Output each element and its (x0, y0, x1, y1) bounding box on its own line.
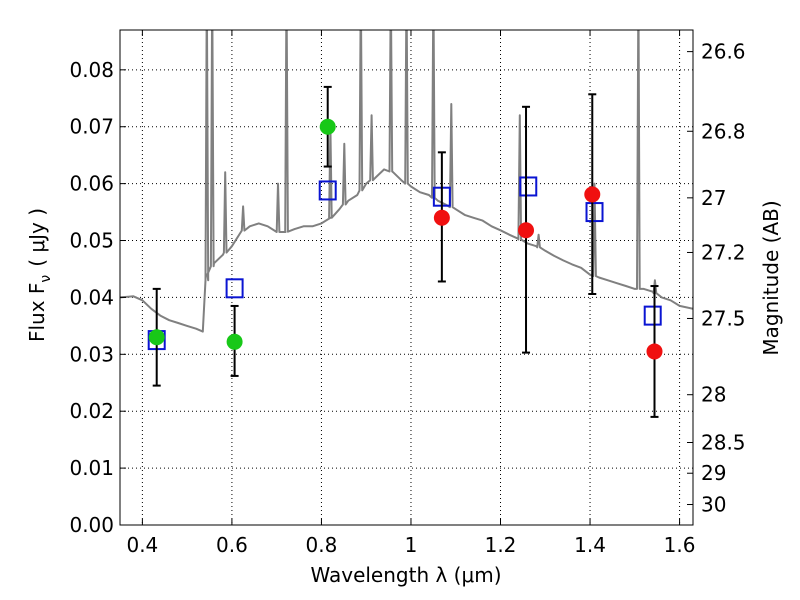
plot-frame (119, 29, 694, 526)
x-axis-title: Wavelength λ (μm) (310, 563, 501, 587)
y-axis-title-subscript: ν (38, 275, 54, 283)
y-tick-label: 0.03 (69, 342, 114, 366)
right-tick-label: 27.2 (701, 240, 746, 264)
grid (120, 30, 693, 526)
observed-green-point (148, 329, 165, 346)
x-tick-label: 0.8 (306, 533, 338, 557)
y-tick-label: 0.05 (69, 229, 114, 253)
observed-red-point (646, 343, 663, 360)
y-tick-label: 0.07 (69, 115, 114, 139)
right-tick-label: 29 (701, 461, 726, 485)
y-tick-label: 0.08 (69, 58, 114, 82)
observed-red-point (584, 186, 601, 203)
x-tick-label: 0.4 (126, 533, 158, 557)
model-spectrum-line (120, 30, 693, 333)
y-axis-title-main: Flux F (25, 283, 49, 342)
y-axis-title-unit: ( μJy ) (25, 208, 49, 267)
x-tick-label: 1.6 (664, 533, 696, 557)
right-tick-label: 27.5 (701, 306, 746, 330)
y-tick-label: 0.04 (69, 285, 114, 309)
y-tick-label: 0.00 (69, 513, 114, 537)
right-tick-label: 28 (701, 383, 726, 407)
x-tick-label: 1 (405, 533, 418, 557)
y-tick-label: 0.01 (69, 456, 114, 480)
right-tick-label: 28.5 (701, 431, 746, 455)
observed-red-point (433, 209, 450, 226)
right-tick-label: 27 (701, 186, 726, 210)
plot-layer (120, 30, 693, 418)
model-photometry-square (585, 202, 604, 223)
x-tick-label: 1.4 (574, 533, 606, 557)
model-photometry-square (519, 176, 538, 197)
x-tick-label: 0.6 (216, 533, 248, 557)
observed-green-point (319, 118, 336, 135)
right-tick-label: 30 (701, 493, 726, 517)
y-axis-title: Flux Fν ( μJy ) (25, 208, 54, 342)
model-photometry-square (225, 278, 244, 299)
x-tick-label: 1.2 (485, 533, 517, 557)
y-tick-label: 0.02 (69, 399, 114, 423)
ticks: 0.4 0.6 0.8 1 1.2 1.4 1.6 0.00 0.01 0.02 0.03 0.04 0… (69, 30, 746, 557)
model-photometry-square (318, 180, 337, 201)
model-photometry-square (643, 305, 662, 326)
right-tick-label: 26.6 (701, 40, 746, 64)
observed-green-point (226, 333, 243, 350)
y-tick-label: 0.06 (69, 172, 114, 196)
right-axis-title: Magnitude (AB) (759, 200, 783, 355)
right-tick-label: 26.8 (701, 119, 746, 143)
observed-red-point (518, 222, 535, 239)
